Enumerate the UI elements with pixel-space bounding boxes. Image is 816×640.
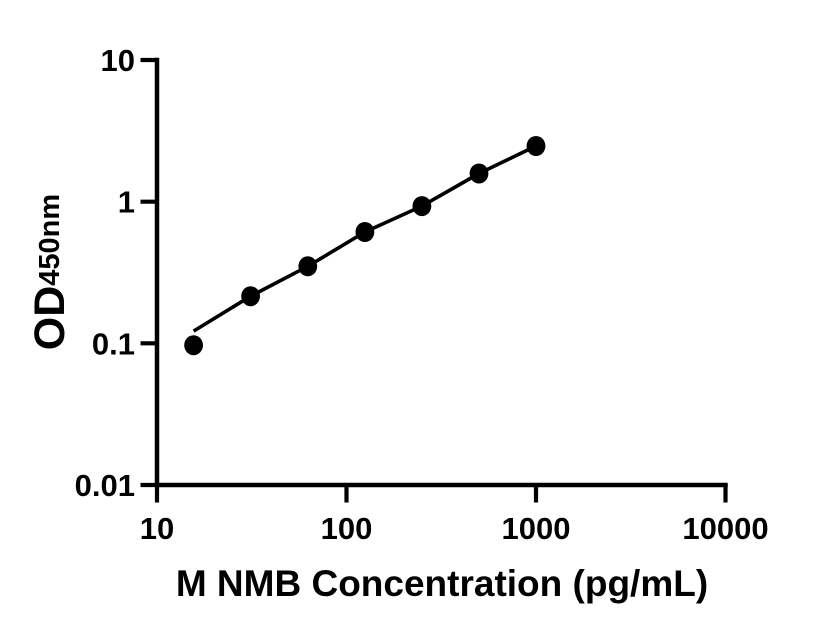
data-point-marker [526,136,546,156]
y-tick-label: 0.1 [92,326,135,361]
y-axis-ticks [140,57,157,488]
x-tick-label: 100 [321,511,373,546]
x-tick-label: 10000 [682,511,768,546]
x-tick-label: 1000 [502,511,571,546]
y-tick-label: 0.01 [75,468,135,503]
y-axis-title: OD450nm [26,194,74,350]
data-points [184,136,546,356]
data-point-marker [355,222,375,242]
axis-spines [154,57,728,488]
y-axis-tick-labels: 0.01 0.1 1 10 [75,43,135,503]
x-axis-ticks [154,485,728,503]
data-point-marker [412,196,432,217]
x-tick-label: 10 [140,511,174,546]
data-point-marker [298,256,318,277]
x-axis-title: M NMB Concentration (pg/mL) [176,563,708,604]
data-point-marker [469,163,489,184]
data-point-marker [241,286,260,307]
y-tick-label: 1 [118,185,135,220]
x-axis-tick-labels: 10 100 1000 10000 [140,511,769,546]
axes [154,57,728,488]
y-axis-title-subscript: 450nm [34,194,66,286]
y-tick-label: 10 [101,43,135,78]
y-axis-title-main: OD [26,286,74,351]
data-point-marker [184,335,204,356]
